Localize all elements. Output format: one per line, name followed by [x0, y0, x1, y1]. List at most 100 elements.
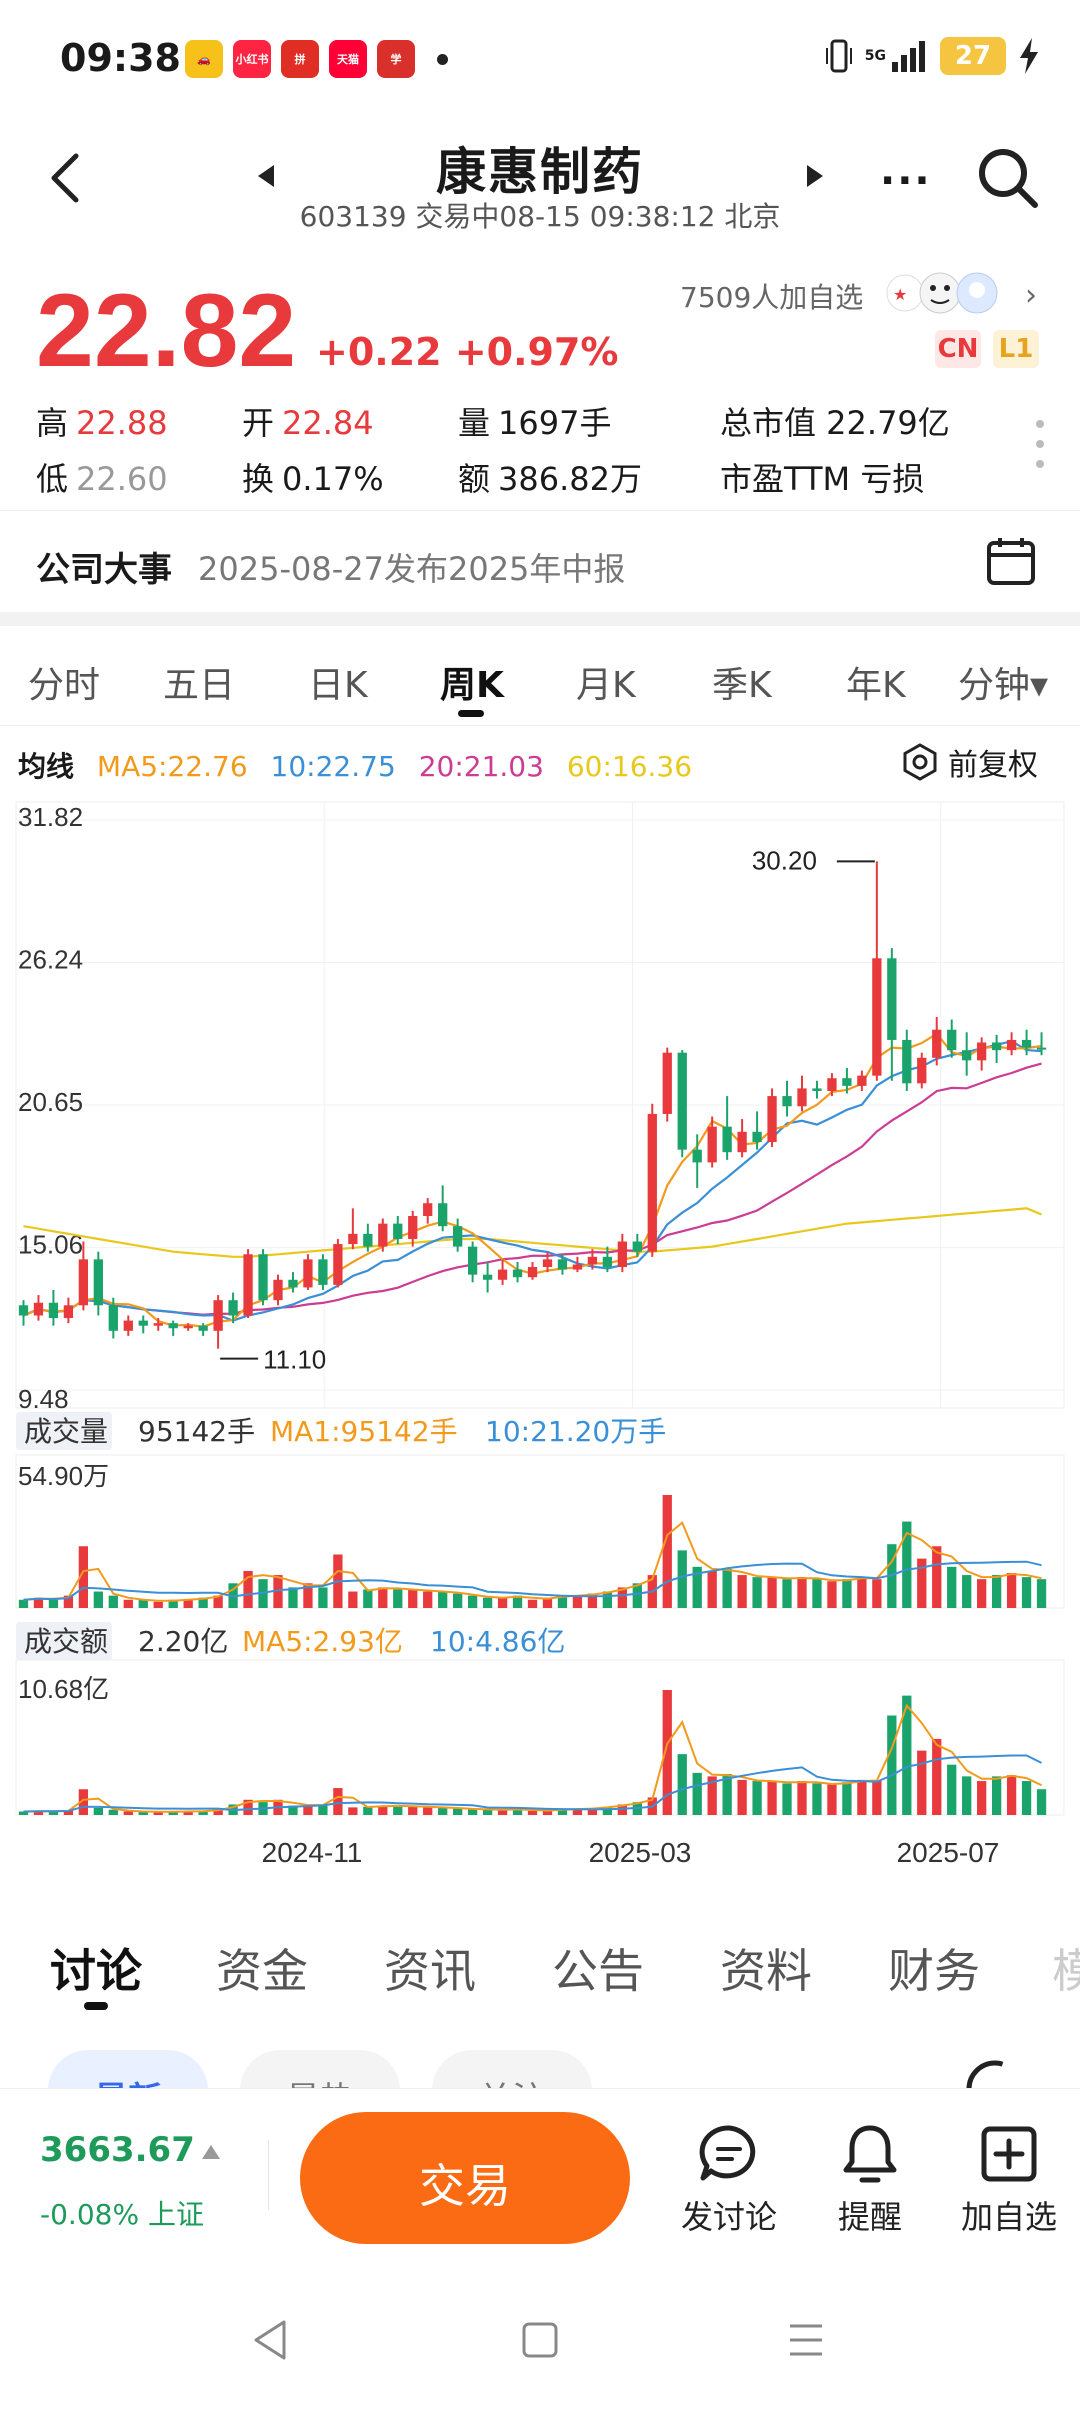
candle-body: [273, 1279, 283, 1301]
tab-monthly-k[interactable]: 月K: [576, 665, 636, 706]
candle-body: [797, 1088, 807, 1107]
chevron-right-icon[interactable]: ›: [1025, 278, 1037, 313]
candle-body: [707, 1126, 717, 1163]
ma60-line: [23, 1207, 1042, 1258]
tab-weekly-k[interactable]: 周K: [440, 665, 504, 706]
amount-bar: [333, 1788, 343, 1815]
volume-bar: [78, 1546, 89, 1608]
amount-bar: [782, 1783, 792, 1815]
post-discussion-button[interactable]: 发讨论: [664, 2122, 794, 2238]
open-label: 开: [242, 404, 275, 442]
amount-bar: [63, 1810, 74, 1815]
candle-body: [453, 1226, 463, 1247]
volume-bar: [93, 1591, 103, 1608]
tab-discussion[interactable]: 讨论: [50, 1944, 142, 1998]
search-icon[interactable]: [975, 145, 1041, 211]
tab-yearly-k[interactable]: 年K: [846, 665, 906, 706]
volume-bar: [1006, 1573, 1017, 1608]
volume-value: 95142手: [138, 1415, 255, 1448]
refresh-icon[interactable]: [960, 2054, 1030, 2088]
candle-body: [438, 1203, 448, 1227]
follower-avatars[interactable]: ★: [885, 268, 1015, 318]
event-text[interactable]: 2025-08-27发布2025年中报: [198, 550, 626, 588]
amount-bar: [393, 1806, 403, 1815]
tab-news[interactable]: 资讯: [384, 1944, 476, 1998]
volume-bar: [123, 1599, 133, 1608]
tab-intraday[interactable]: 分时: [28, 665, 101, 706]
amount-bar: [18, 1811, 29, 1815]
pinduoduo-icon: 拼: [281, 40, 319, 78]
candle-body: [872, 958, 882, 1076]
index-expand-icon[interactable]: [202, 2145, 220, 2159]
candle-body: [572, 1264, 583, 1270]
volume-bar: [812, 1579, 822, 1608]
amount-value: 386.82万: [498, 460, 642, 498]
candle-body: [348, 1233, 358, 1245]
calendar-icon[interactable]: [985, 535, 1037, 587]
volume-bar: [872, 1579, 882, 1608]
amount-bar: [497, 1809, 508, 1815]
discussion-filter-pills: 最新 最热 关注: [0, 2040, 1080, 2088]
price-tick-label: 31.82: [18, 802, 83, 832]
volume-panel-frame: [15, 1454, 1065, 1609]
tab-financials[interactable]: 财务: [888, 1944, 980, 1998]
back-arrow-icon[interactable]: [38, 148, 98, 208]
nav-recents-icon[interactable]: [786, 2318, 826, 2362]
volume-bar: [497, 1597, 508, 1608]
tab-more[interactable]: 模: [1052, 1944, 1080, 1998]
candle-body: [677, 1052, 687, 1150]
amount-bar: [198, 1810, 208, 1815]
adjust-toggle[interactable]: 前复权: [900, 740, 1038, 784]
pill-following[interactable]: 关注: [432, 2050, 592, 2088]
pill-hottest[interactable]: 最热: [240, 2050, 400, 2088]
volume-bar: [557, 1595, 568, 1608]
amount-bar: [857, 1779, 867, 1815]
active-bottom-tab-indicator: [84, 2002, 108, 2010]
nav-home-icon[interactable]: [520, 2318, 560, 2362]
high-value: 22.88: [76, 404, 168, 442]
prev-stock-icon[interactable]: [258, 165, 274, 187]
index-value[interactable]: 3663.67: [40, 2130, 195, 2170]
alert-label: 提醒: [837, 2198, 902, 2236]
amount-label-bg: [16, 1622, 112, 1660]
tab-profile[interactable]: 资料: [720, 1944, 812, 1998]
section-divider: [0, 612, 1080, 626]
amount-bar: [408, 1806, 418, 1815]
low-annotation: 11.10: [263, 1345, 326, 1375]
tab-five-day[interactable]: 五日: [163, 665, 236, 706]
amount-ma5: MA5:2.93亿: [242, 1625, 403, 1658]
candle-body: [767, 1096, 777, 1142]
nav-back-icon[interactable]: [250, 2318, 290, 2362]
volume-bar: [752, 1577, 762, 1608]
low-label: 低: [36, 460, 69, 498]
pill-latest[interactable]: 最新: [48, 2050, 208, 2088]
xiaohongshu-icon: 小红书: [233, 40, 271, 78]
turnover-value: 0.17%: [282, 460, 384, 498]
add-watchlist-button[interactable]: 加自选: [944, 2122, 1074, 2238]
next-stock-icon[interactable]: [807, 165, 823, 187]
trade-button[interactable]: 交易: [300, 2112, 630, 2244]
tab-funds[interactable]: 资金: [216, 1944, 308, 1998]
x-axis-label: 2025-03: [589, 1837, 692, 1868]
amount-bar: [692, 1772, 702, 1815]
more-stats-icon[interactable]: [1036, 420, 1044, 470]
more-options-icon[interactable]: ···: [880, 158, 932, 204]
amount-bar: [378, 1805, 388, 1815]
tab-announcements[interactable]: 公告: [552, 1944, 644, 1998]
volume-bar: [393, 1589, 403, 1608]
volume-bar: [527, 1599, 538, 1608]
amount-bar: [33, 1810, 44, 1815]
tab-minute-dropdown[interactable]: 分钟▾: [958, 665, 1049, 706]
amount-bar: [842, 1782, 852, 1815]
amount-ma10-line: [23, 1754, 1042, 1813]
company-event-row[interactable]: [0, 510, 1080, 610]
amount-bar: [677, 1754, 687, 1815]
amount-bar: [797, 1781, 807, 1815]
followers-count[interactable]: 7509人加自选: [680, 281, 864, 314]
alert-button[interactable]: 提醒: [805, 2122, 935, 2238]
candle-body: [842, 1078, 852, 1086]
tab-daily-k[interactable]: 日K: [308, 665, 368, 706]
tab-quarterly-k[interactable]: 季K: [712, 665, 772, 706]
candle-body: [812, 1088, 822, 1091]
